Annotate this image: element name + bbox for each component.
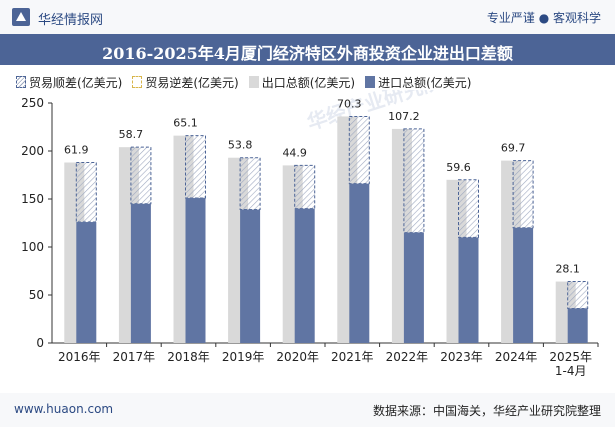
- surplus-bar: [567, 281, 589, 309]
- data-source: 数据来源：中国海关，华经产业研究院整理: [372, 404, 601, 418]
- surplus-data-label: 107.2: [388, 110, 420, 123]
- surplus-data-label: 44.9: [282, 146, 307, 159]
- surplus-bar: [458, 179, 479, 238]
- legend-swatch-deficit: [132, 76, 143, 88]
- huajing-logo-icon: [12, 8, 30, 26]
- legend-label-deficit: 贸易逆差(亿美元): [145, 75, 239, 90]
- y-tick-label: 200: [21, 144, 44, 158]
- surplus-data-label: 61.9: [64, 144, 89, 157]
- surplus-bar: [239, 157, 261, 211]
- surplus-data-label: 53.8: [228, 139, 253, 152]
- surplus-bar: [75, 162, 97, 223]
- x-tick-label: 2020年: [276, 350, 319, 364]
- import-bar: [403, 232, 424, 343]
- legend-label-total: 出口总额(亿美元): [261, 75, 356, 90]
- legend-item-import: 进口总额(亿美元): [365, 74, 472, 91]
- y-tick-label: 0: [36, 336, 44, 350]
- top-bar: 华经情报网 专业严谨 ● 客观科学: [0, 0, 615, 34]
- import-bar: [349, 183, 370, 343]
- import-bar: [76, 222, 97, 343]
- slogan: 专业严谨 ● 客观科学: [486, 11, 601, 25]
- brand-name: 华经情报网: [38, 13, 104, 28]
- y-tick-label: 50: [29, 288, 44, 302]
- legend-label-surplus: 贸易顺差(亿美元): [29, 75, 123, 90]
- surplus-data-label: 65.1: [173, 117, 198, 130]
- surplus-bar: [185, 135, 206, 199]
- surplus-bar: [294, 164, 316, 210]
- bar-chart: 华经产业研究院 0 50 100 150 200 250 61.9 2016年 58.7 2017年…: [21, 90, 599, 378]
- chart-legend: 贸易顺差(亿美元) 贸易逆差(亿美元) 出口总额(亿美元) 进口总额(亿美元): [16, 72, 482, 92]
- import-bar: [294, 208, 315, 343]
- surplus-bar: [130, 146, 152, 205]
- chart-title: 2016-2025年4月厦门经济特区外商投资企业进出口差额: [102, 44, 513, 63]
- y-tick-label: 250: [21, 96, 44, 110]
- site-url: www.huaon.com: [14, 402, 114, 416]
- surplus-data-label: 59.6: [446, 161, 471, 174]
- legend-swatch-import: [365, 76, 376, 88]
- surplus-data-label: 58.7: [119, 128, 144, 141]
- legend-swatch-surplus: [16, 76, 26, 88]
- watermark-text: 华经产业研究院: [304, 90, 445, 135]
- import-bar: [458, 237, 479, 343]
- surplus-bar: [403, 128, 425, 234]
- y-tick-label: 100: [21, 240, 44, 254]
- surplus-data-label: 70.3: [337, 97, 362, 110]
- import-bar: [185, 198, 206, 343]
- x-tick-label: 2017年: [113, 350, 156, 364]
- legend-label-import: 进口总额(亿美元): [378, 75, 472, 90]
- import-bar: [240, 209, 261, 343]
- x-tick-label: 2025年: [549, 350, 592, 364]
- x-tick-label: 2021年: [331, 350, 374, 364]
- import-bar: [130, 203, 151, 343]
- x-tick-label: 2022年: [386, 350, 429, 364]
- x-tick-label: 2024年: [495, 350, 538, 364]
- surplus-bar: [348, 115, 370, 185]
- x-tick-label: 1-4月: [555, 364, 587, 378]
- legend-item-deficit: 贸易逆差(亿美元): [132, 74, 239, 91]
- y-tick-label: 150: [21, 192, 44, 206]
- x-tick-label: 2018年: [167, 350, 210, 364]
- surplus-data-label: 69.7: [501, 142, 526, 155]
- x-tick-label: 2016年: [58, 350, 101, 364]
- surplus-bar: [512, 160, 534, 229]
- legend-item-surplus: 贸易顺差(亿美元): [16, 74, 122, 91]
- x-tick-label: 2019年: [222, 350, 265, 364]
- import-bar: [513, 227, 534, 343]
- footer-bar: www.huaon.com 数据来源：中国海关，华经产业研究院整理: [0, 393, 615, 427]
- import-bar: [567, 308, 588, 343]
- title-bar: 2016-2025年4月厦门经济特区外商投资企业进出口差额: [0, 34, 615, 65]
- legend-swatch-total: [248, 76, 259, 88]
- surplus-data-label: 28.1: [555, 263, 580, 276]
- x-tick-label: 2023年: [440, 350, 483, 364]
- legend-item-total: 出口总额(亿美元): [248, 74, 356, 91]
